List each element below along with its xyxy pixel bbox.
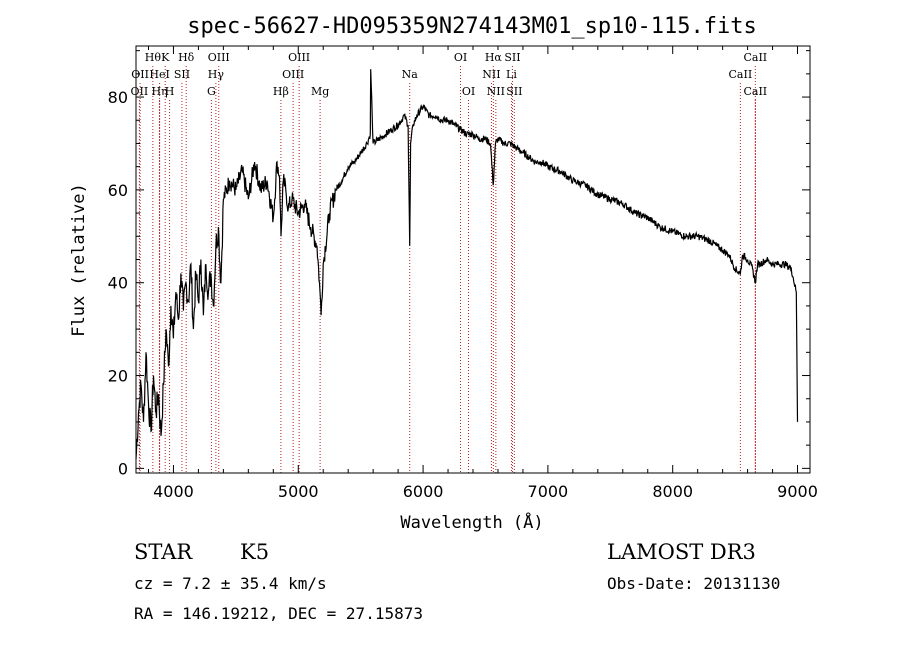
x-tick-label: 7000 — [528, 482, 569, 501]
line-marker-label-2: OII — [131, 85, 149, 98]
y-axis-label: Flux (relative) — [69, 183, 89, 337]
x-tick-label: 6000 — [403, 482, 444, 501]
x-tick-label: 5000 — [278, 482, 319, 501]
line-marker-label-9: OIII — [208, 51, 230, 64]
line-marker-label-7: Hδ — [178, 51, 195, 64]
line-marker-label-25: CaII — [743, 51, 767, 64]
line-marker-label-4: K — [161, 51, 170, 64]
line-marker-label-12: Hβ — [273, 85, 289, 98]
line-markers — [138, 66, 756, 473]
line-marker-label-23: Li — [506, 68, 517, 81]
line-marker-label-10: Hγ — [208, 68, 225, 81]
line-marker-label-3: Hη — [151, 85, 167, 98]
object-subclass: K5 — [240, 540, 270, 564]
y-axis-ticks: 0 20 40 60 80 — [108, 50, 810, 478]
survey-name: LAMOST DR3 — [607, 540, 756, 564]
object-class: STAR — [134, 540, 193, 564]
line-marker-label-20: NII — [482, 68, 500, 81]
line-marker-label-11: G — [207, 85, 216, 98]
line-marker-label-16: Na — [402, 68, 419, 81]
y-tick-label: 80 — [108, 88, 128, 107]
line-marker-label-21: NII — [487, 85, 505, 98]
y-tick-label: 0 — [118, 459, 128, 478]
y-tick-label: 20 — [108, 367, 128, 386]
redshift-cz: cz = 7.2 ± 35.4 km/s — [134, 574, 327, 593]
obs-date: Obs-Date: 20131130 — [607, 574, 781, 593]
line-marker-label-0: Hθ — [145, 51, 162, 64]
flux-series-line — [135, 69, 799, 460]
line-marker-label-8: SII — [174, 68, 190, 81]
chart-title: spec-56627-HD095359N274143M01_sp10-115.f… — [187, 14, 757, 39]
line-marker-label-15: Mg — [311, 85, 329, 98]
x-tick-label: 4000 — [153, 482, 194, 501]
line-marker-label-17: OI — [454, 51, 467, 64]
line-marker-label-19: Hα — [485, 51, 503, 64]
line-marker-label-22: SII — [504, 51, 520, 64]
plot-frame — [135, 45, 811, 474]
line-marker-label-18: OI — [462, 85, 475, 98]
y-tick-label: 60 — [108, 181, 128, 200]
y-tick-label: 40 — [108, 274, 128, 293]
x-axis-ticks: 4000 5000 6000 7000 8000 9000 — [147, 46, 818, 501]
line-marker-label-14: OIII — [282, 68, 304, 81]
line-marker-label-27: CaII — [743, 85, 767, 98]
x-tick-label: 9000 — [777, 482, 818, 501]
x-tick-label: 8000 — [652, 482, 693, 501]
line-marker-label-6: H — [165, 85, 175, 98]
x-axis-label: Wavelength (Å) — [400, 511, 543, 533]
line-marker-label-24: SII — [506, 85, 522, 98]
line-marker-label-1: OII — [131, 68, 149, 81]
line-marker-label-26: CaII — [729, 68, 753, 81]
line-marker-label-5: HeI — [149, 68, 169, 81]
line-marker-labels: Hθ OII OII Hη K HeI H Hδ SII OIII Hγ G Hβ OIII OIII Mg N… — [131, 51, 768, 98]
ra-dec: RA = 146.19212, DEC = 27.15873 — [134, 604, 423, 623]
line-marker-label-13: OIII — [288, 51, 310, 64]
